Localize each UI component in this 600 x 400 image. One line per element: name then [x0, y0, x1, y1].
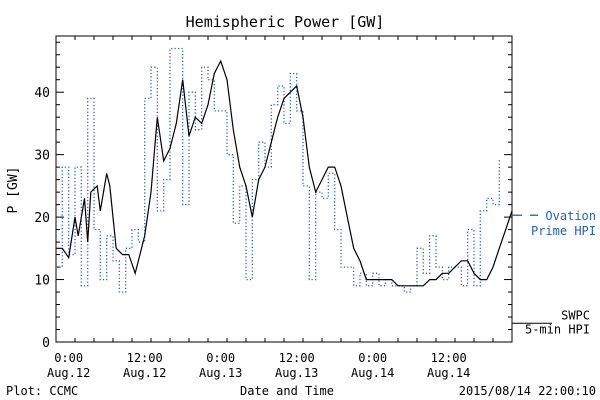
x-tick-label-date: Aug.12: [47, 366, 90, 380]
y-tick-label: 10: [34, 274, 50, 289]
x-tick-label-time: 12:00: [127, 351, 163, 365]
series-line-swpc: [56, 59, 513, 287]
series-label-swpc: 5-min HPI: [525, 322, 590, 336]
x-tick-label-date: Aug.14: [427, 366, 470, 380]
chart-title: Hemispheric Power [GW]: [186, 13, 385, 31]
plot-timestamp: 2015/08/14 22:00:10: [459, 384, 596, 398]
x-tick-label-time: 0:00: [206, 351, 235, 365]
y-tick-label: 40: [34, 86, 50, 101]
series-label-ovation: Ovation: [545, 209, 596, 223]
y-tick-label: 20: [34, 211, 50, 226]
y-tick-label: 0: [42, 336, 50, 351]
x-tick-label-time: 12:00: [279, 351, 315, 365]
x-tick-label-time: 12:00: [431, 351, 467, 365]
series-label-swpc: SWPC: [561, 308, 590, 322]
plot-area: 0102030400:00Aug.1212:00Aug.120:00Aug.13…: [34, 35, 596, 380]
series-label-ovation: Prime HPI: [531, 224, 596, 238]
x-tick-label-date: Aug.13: [199, 366, 242, 380]
plot-credit: Plot: CCMC: [6, 384, 78, 398]
x-tick-label-date: Aug.12: [123, 366, 166, 380]
y-tick-label: 30: [34, 149, 50, 164]
x-tick-label-date: Aug.13: [275, 366, 318, 380]
x-tick-label-time: 0:00: [358, 351, 387, 365]
x-tick-label-time: 0:00: [54, 351, 83, 365]
x-axis-label: Date and Time: [240, 384, 334, 398]
x-tick-label-date: Aug.14: [351, 366, 394, 380]
series-line-ovation: [56, 47, 501, 293]
y-axis-label: P [GW]: [6, 167, 21, 214]
